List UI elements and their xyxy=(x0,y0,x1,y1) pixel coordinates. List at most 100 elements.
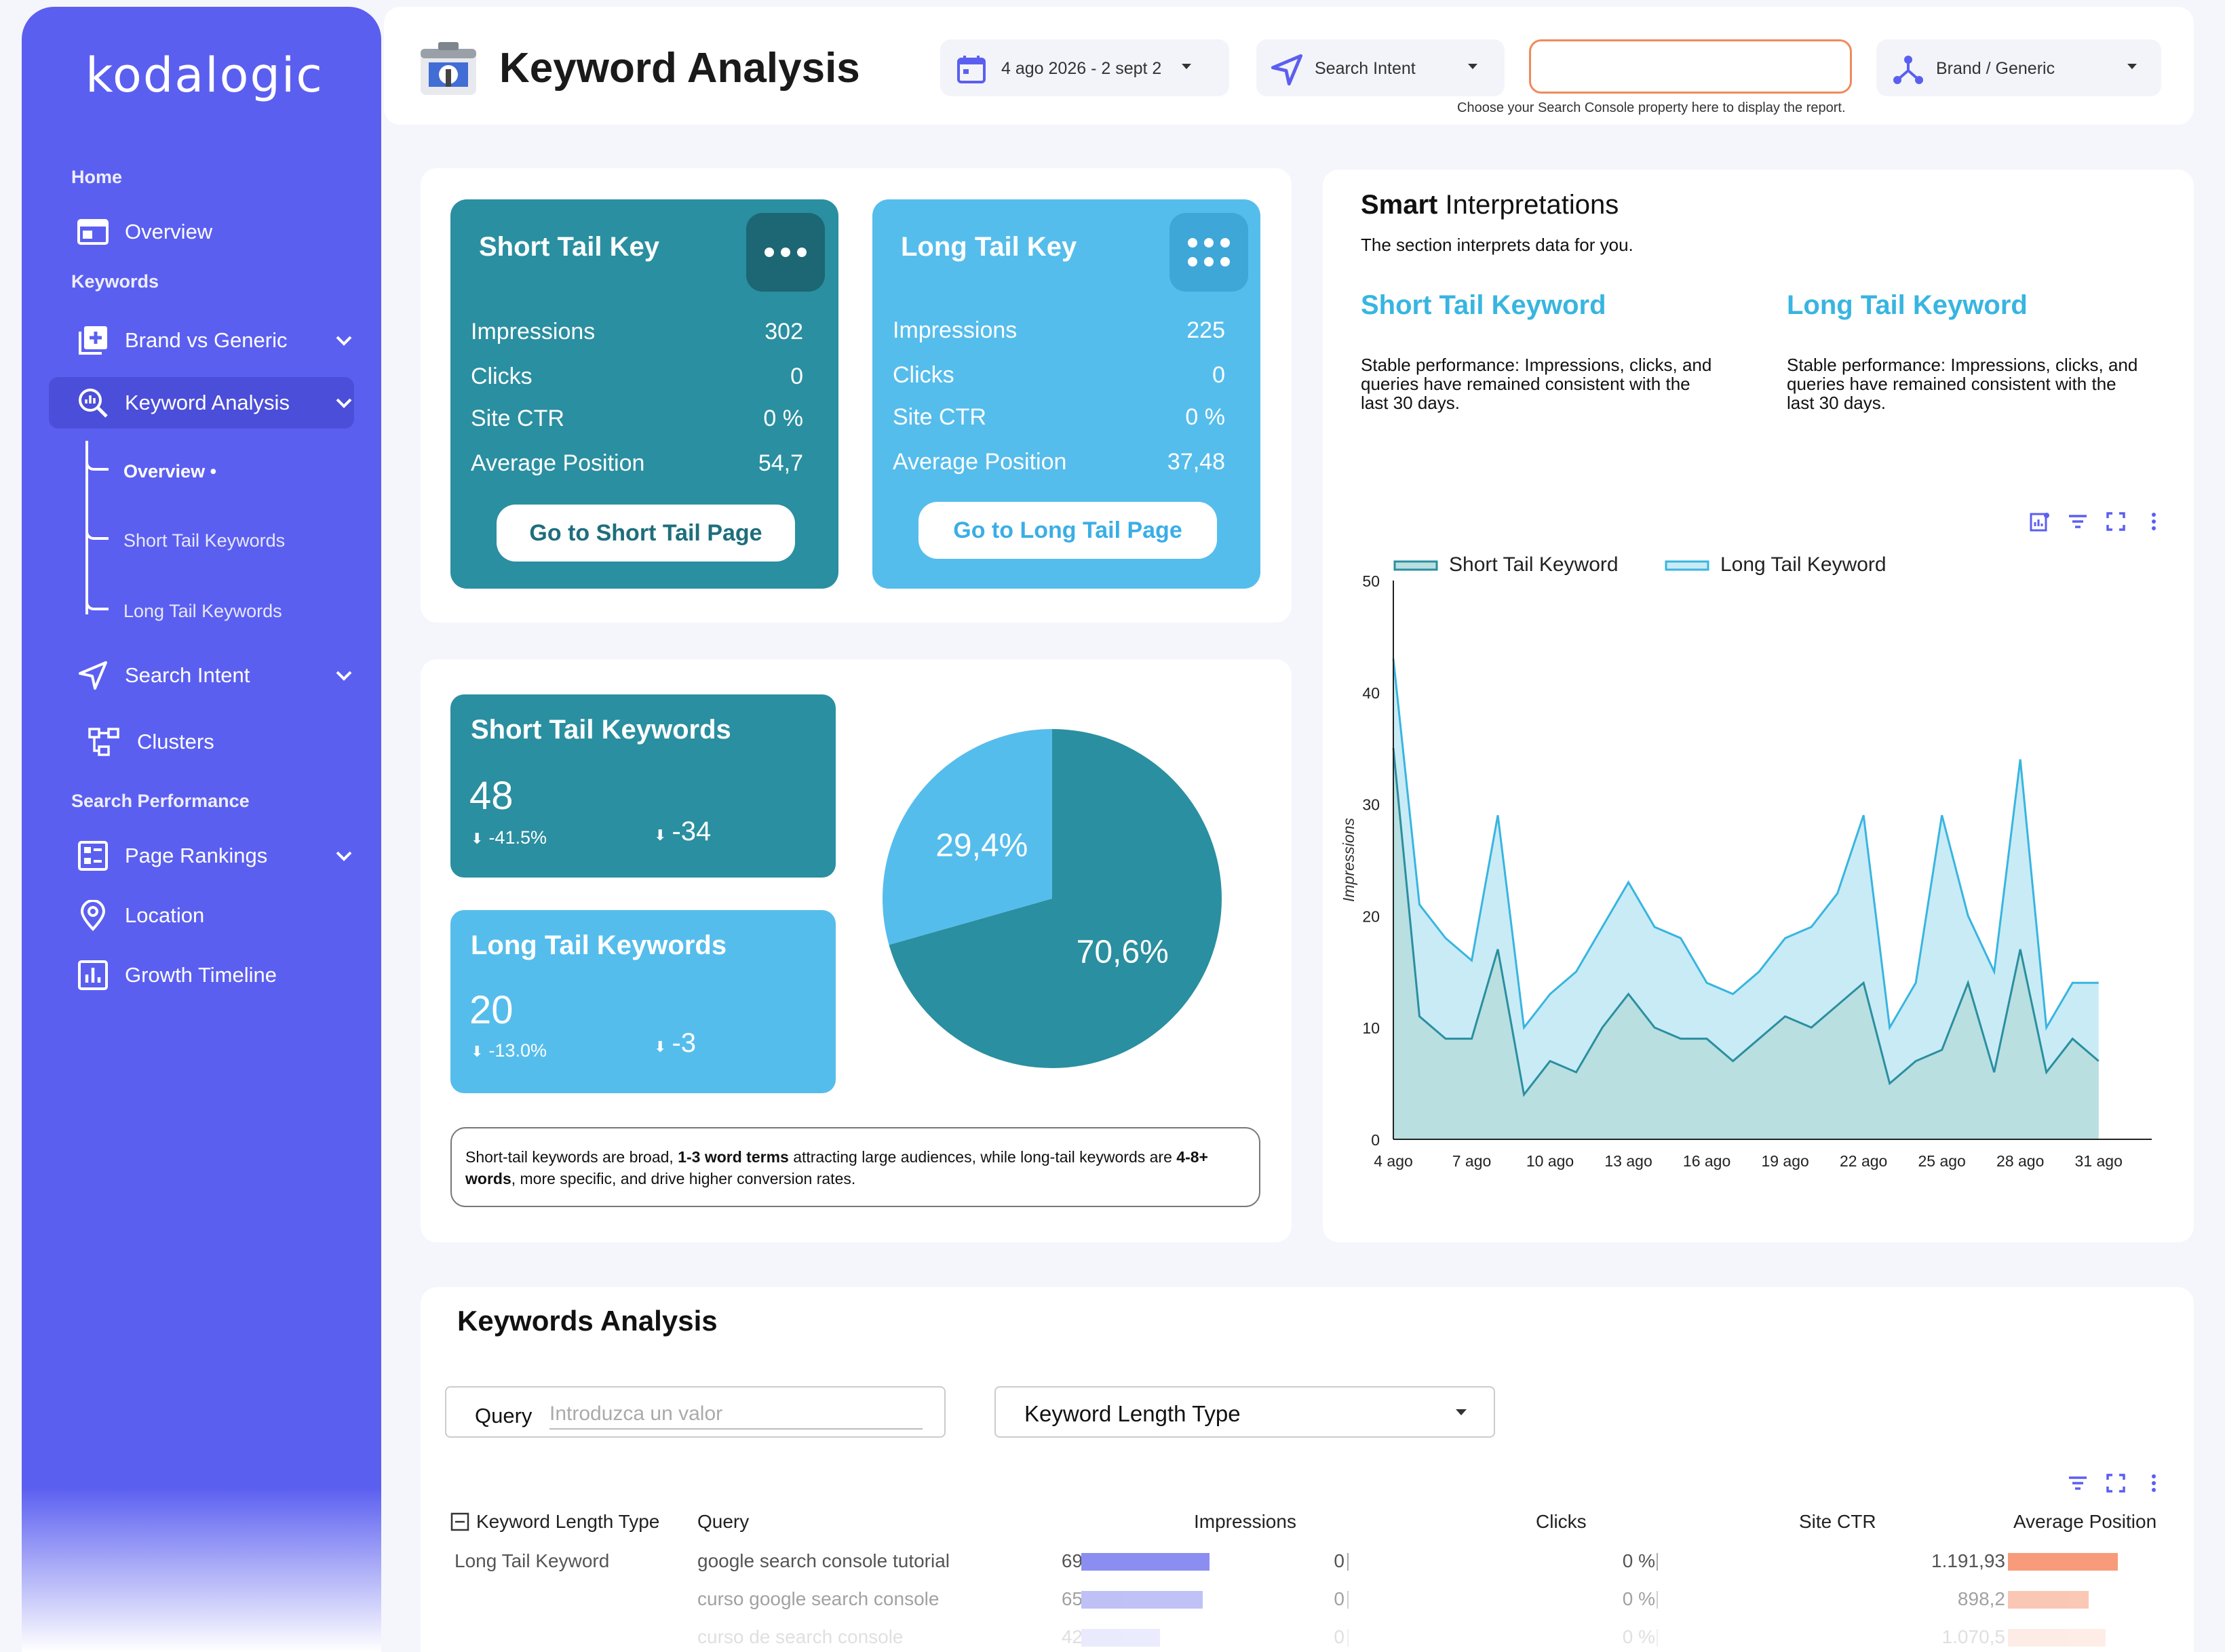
cell-clicks: 0 xyxy=(1334,1588,1344,1609)
sidebar-item-brand-vs-generic[interactable]: Brand vs Generic xyxy=(49,315,354,366)
sidebar-item-label: Search Intent xyxy=(125,663,250,687)
keyword-length-note: Short-tail keywords are broad, 1-3 word … xyxy=(450,1127,1260,1207)
more-options-icon[interactable] xyxy=(1169,213,1248,292)
cell-ctr: 0 % xyxy=(1622,1588,1655,1609)
table-title: Keywords Analysis xyxy=(457,1305,718,1337)
kpi-label: Site CTR xyxy=(471,406,564,431)
pie-slice-long-tail[interactable] xyxy=(883,729,1052,945)
series-area-short-tail[interactable] xyxy=(1393,748,2099,1139)
sidebar-item-overview[interactable]: Overview xyxy=(49,206,354,258)
note-bold: 4-8+ words xyxy=(465,1148,1208,1187)
pie-slice-label: 29,4% xyxy=(935,828,1028,864)
stat-percent: ⬇ -13.0% xyxy=(471,1040,547,1061)
column-header-length-type[interactable]: Keyword Length Type xyxy=(476,1511,660,1532)
column-header-query[interactable]: Query xyxy=(697,1511,750,1532)
fullscreen-icon[interactable] xyxy=(2104,510,2127,533)
query-filter: Query xyxy=(445,1386,946,1438)
sidebar-item-location[interactable]: Location xyxy=(49,890,354,941)
y-axis-label: Impressions xyxy=(1340,818,1357,902)
column-header-site-ctr[interactable]: Site CTR xyxy=(1799,1511,1876,1532)
more-options-icon[interactable] xyxy=(746,213,825,292)
search-intent-filter[interactable]: Search Intent xyxy=(1256,39,1505,96)
arrow-down-icon: ⬇ xyxy=(471,1043,484,1060)
kpi-label: Impressions xyxy=(471,319,596,345)
series-line-short-tail[interactable] xyxy=(1392,748,2100,1097)
short-tail-count-card: Short Tail Keywords 48 ⬇ -41.5% ⬇ -34 xyxy=(450,694,836,878)
subitem-label: Overview • xyxy=(123,461,217,481)
more-vert-icon[interactable] xyxy=(2142,510,2165,533)
keyword-share-pie-chart: 70,6% 29,4% xyxy=(883,729,1222,1068)
subitem-label: Short Tail Keywords xyxy=(123,530,286,551)
note-text: Short-tail keywords are broad, xyxy=(465,1148,678,1166)
sidebar-item-label: Page Rankings xyxy=(125,844,268,867)
sidebar-item-growth-timeline[interactable]: Growth Timeline xyxy=(49,949,354,1001)
brand-logo: kodalogic xyxy=(85,47,324,103)
cell-query: curso de search console xyxy=(697,1626,904,1647)
smart-title: Smart Interpretations xyxy=(1361,190,1619,220)
column-header-impressions[interactable]: Impressions xyxy=(1194,1511,1296,1532)
stat-diff: ⬇ -3 xyxy=(654,1028,696,1059)
stat-title: Long Tail Keywords xyxy=(471,930,727,960)
brand-generic-text: Brand / Generic xyxy=(1936,59,2055,78)
keyword-length-select[interactable]: Keyword Length Type xyxy=(994,1386,1495,1438)
impressions-area-chart: 0 10 20 30 40 50 Impressions 4 ago 7 ago 10 ago 13… xyxy=(1340,553,2152,1170)
sidebar-item-keyword-analysis[interactable]: Keyword Analysis xyxy=(49,377,354,429)
cell-average-position: 898,2 xyxy=(1957,1588,2005,1609)
x-tick-label: 22 ago xyxy=(1840,1152,1887,1170)
bar-chart-icon xyxy=(76,958,110,992)
short-tail-interp-body: Stable performance: Impressions, clicks,… xyxy=(1361,355,1712,413)
cell-clicks: 0 xyxy=(1334,1550,1344,1571)
property-hint: Choose your Search Console property here… xyxy=(1457,100,1846,115)
table-row[interactable]: curso google search console 65 0 0 % 898,2 xyxy=(0,1588,2225,1615)
query-input[interactable] xyxy=(549,1400,923,1430)
sidebar-item-page-rankings[interactable]: Page Rankings xyxy=(49,830,354,882)
series-line-long-tail[interactable] xyxy=(1392,658,2099,1031)
cell-clicks: 0 xyxy=(1334,1626,1344,1647)
kpi-title: Short Tail Key xyxy=(479,232,659,262)
x-tick-label: 16 ago xyxy=(1683,1152,1730,1170)
table-row[interactable]: curso de search console 42 0 0 % 1.070,5 xyxy=(0,1626,2225,1652)
legend-label[interactable]: Long Tail Keyword xyxy=(1720,553,1887,576)
sidebar-item-label: Overview xyxy=(125,220,213,243)
location-pin-icon xyxy=(76,899,110,932)
go-to-long-tail-button[interactable]: Go to Long Tail Page xyxy=(918,502,1217,559)
sidebar: kodalogic Home Overview Keywords Brand v… xyxy=(22,7,381,1652)
date-range-text: 4 ago 2026 - 2 sept 2 xyxy=(1001,59,1162,78)
subitem-label: Long Tail Keywords xyxy=(123,601,282,621)
smart-subtitle: The section interprets data for you. xyxy=(1361,235,1633,255)
cell-ctr: 0 % xyxy=(1622,1626,1655,1647)
note-text: , more specific, and drive higher conver… xyxy=(511,1170,856,1187)
more-vert-icon[interactable] xyxy=(2142,1472,2165,1495)
zero-bar-marker xyxy=(1347,1629,1349,1647)
short-tail-kpi-card: Short Tail Key Impressions 302 Clicks 0 Si… xyxy=(450,199,838,589)
go-to-short-tail-button[interactable]: Go to Short Tail Page xyxy=(497,505,795,562)
legend-label[interactable]: Short Tail Keyword xyxy=(1449,553,1619,576)
chart-explore-icon[interactable] xyxy=(2028,510,2051,533)
zero-bar-marker xyxy=(1347,1591,1349,1609)
collapse-icon[interactable] xyxy=(450,1512,469,1531)
dropdown-caret-icon xyxy=(1468,64,1477,69)
cell-impressions: 65 xyxy=(1061,1588,1083,1609)
fullscreen-icon[interactable] xyxy=(2104,1472,2127,1495)
series-area-long-tail[interactable] xyxy=(1393,658,2099,1139)
chevron-down-icon xyxy=(336,671,352,681)
pie-slice-short-tail[interactable] xyxy=(889,729,1222,1068)
search-console-property-input[interactable] xyxy=(1529,39,1852,94)
hierarchy-icon xyxy=(87,725,121,759)
filter-icon[interactable] xyxy=(2066,1472,2089,1495)
kpi-value: 37,48 xyxy=(1167,449,1225,475)
kpi-label: Clicks xyxy=(471,363,533,389)
nav-section-keywords: Keywords xyxy=(71,271,159,292)
column-header-average-position[interactable]: Average Position xyxy=(2013,1511,2157,1532)
stat-count: 48 xyxy=(469,774,514,818)
column-header-clicks[interactable]: Clicks xyxy=(1536,1511,1587,1532)
table-row[interactable]: Long Tail Keyword google search console t… xyxy=(0,1550,2225,1577)
y-tick-label: 10 xyxy=(1362,1019,1380,1037)
sidebar-item-search-intent[interactable]: Search Intent xyxy=(49,650,354,701)
sidebar-item-clusters[interactable]: Clusters xyxy=(49,716,354,768)
date-range-picker[interactable]: 4 ago 2026 - 2 sept 2 xyxy=(940,39,1229,96)
calendar-icon xyxy=(957,56,986,83)
note-bold: 1-3 word terms xyxy=(678,1148,789,1166)
brand-generic-filter[interactable]: Brand / Generic xyxy=(1876,39,2161,96)
filter-icon[interactable] xyxy=(2066,510,2089,533)
